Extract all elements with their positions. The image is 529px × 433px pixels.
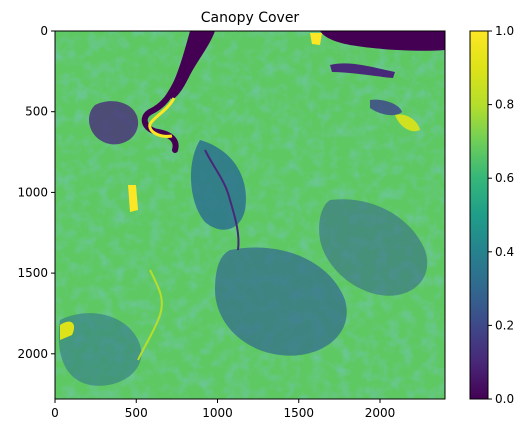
water-east-patch (370, 99, 402, 116)
high-canopy-patch-sw (60, 321, 75, 340)
water-east-channel (330, 63, 395, 78)
river-main (168, 31, 215, 100)
y-tick-label: 2000 (17, 347, 48, 361)
y-tick-label: 1000 (17, 185, 48, 199)
high-canopy-patch-east (395, 114, 420, 132)
low-canopy-region-south (215, 247, 347, 356)
colorbar-axis: 0.0 0.2 0.4 0.6 0.8 1.0 (488, 24, 514, 406)
y-tick-label: 1500 (17, 266, 48, 280)
x-tick-label: 0 (51, 406, 59, 420)
low-canopy-region-east (319, 199, 428, 296)
high-canopy-stream (137, 269, 163, 361)
y-axis: 0 500 1000 1500 2000 (17, 24, 55, 361)
y-tick-label: 0 (40, 24, 48, 38)
colorbar-tick-label: 0.2 (495, 318, 514, 332)
high-canopy-river-edge (148, 97, 176, 138)
x-tick-label: 2000 (365, 406, 396, 420)
high-canopy-patch-west (128, 185, 138, 212)
colorbar-tick-label: 0.4 (495, 245, 514, 259)
x-tick-label: 1000 (202, 406, 233, 420)
low-canopy-region-west (88, 101, 139, 145)
high-canopy-patch-north (310, 33, 322, 45)
water-center-river (204, 149, 240, 251)
colorbar-tick-label: 0.6 (495, 171, 514, 185)
heatmap-image (55, 31, 445, 399)
chart-title: Canopy Cover (201, 10, 300, 26)
x-tick-label: 1500 (283, 406, 314, 420)
low-canopy-region-sw (58, 313, 142, 386)
colorbar (469, 30, 489, 400)
plot-frame (54, 30, 446, 400)
colorbar-tick-label: 0.0 (495, 392, 514, 406)
x-tick-label: 500 (125, 406, 148, 420)
colorbar-tick-label: 0.8 (495, 98, 514, 112)
x-axis: 0 500 1000 1500 2000 (51, 399, 395, 420)
lake-northeast (320, 31, 445, 51)
colorbar-tick-label: 1.0 (495, 24, 514, 38)
y-tick-label: 500 (25, 105, 48, 119)
